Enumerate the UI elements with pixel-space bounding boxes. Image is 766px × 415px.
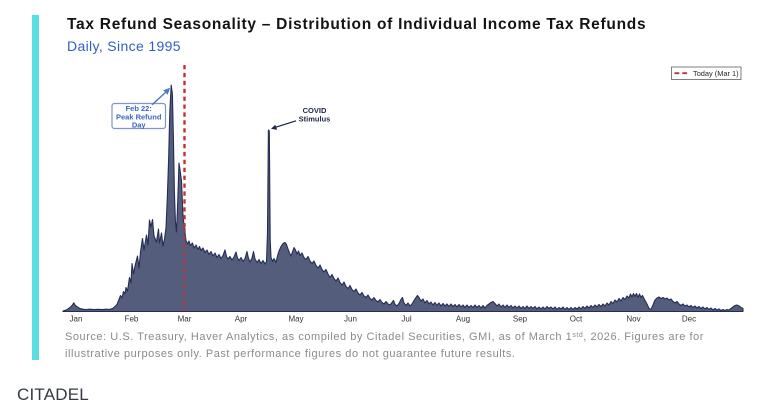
svg-text:Mar: Mar: [178, 314, 192, 323]
svg-text:Feb 22:: Feb 22:: [126, 104, 152, 113]
svg-text:Sep: Sep: [513, 314, 528, 323]
svg-text:Feb: Feb: [125, 314, 139, 323]
svg-text:Today (Mar 1): Today (Mar 1): [693, 69, 739, 78]
svg-text:Nov: Nov: [626, 314, 640, 323]
svg-text:Apr: Apr: [235, 314, 248, 323]
svg-text:Day: Day: [132, 121, 147, 130]
svg-text:Peak Refund: Peak Refund: [116, 112, 162, 121]
svg-text:Jul: Jul: [401, 314, 411, 323]
svg-text:Jan: Jan: [70, 314, 83, 323]
svg-text:May: May: [288, 314, 303, 323]
svg-text:Stimulus: Stimulus: [299, 114, 331, 123]
svg-text:COVID: COVID: [303, 106, 327, 115]
svg-text:Oct: Oct: [570, 314, 583, 323]
svg-text:Dec: Dec: [682, 314, 696, 323]
svg-text:Aug: Aug: [456, 314, 470, 323]
svg-text:Jun: Jun: [344, 314, 357, 323]
